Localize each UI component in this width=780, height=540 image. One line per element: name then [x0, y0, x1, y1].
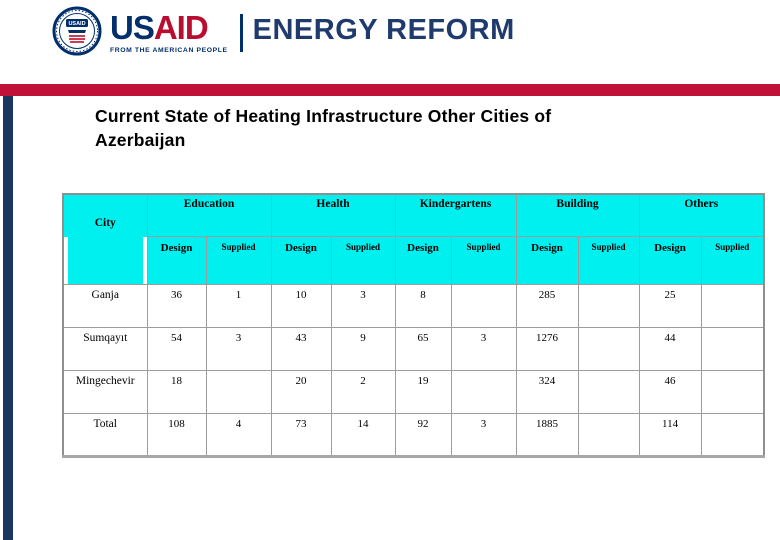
wordmark-us: US [110, 9, 155, 46]
table-row-total: Total 108 4 73 14 92 3 1885 114 [62, 412, 765, 457]
kindergartens-design-header: Design [394, 235, 452, 285]
header-band: USAID USAID FROM THE AMERICAN PEOPLE ENE… [0, 0, 780, 84]
value-cell: 65 [394, 326, 452, 371]
group-header-education: Education [146, 193, 272, 237]
health-supplied-header: Supplied [330, 235, 396, 285]
table-row-mingechevir: Mingechevir 18 20 2 19 324 46 [62, 369, 765, 414]
wordmark-aid: AID [153, 9, 209, 46]
value-cell: 1 [205, 283, 272, 328]
value-cell [700, 369, 765, 414]
usaid-wordmark: USAID [110, 9, 228, 46]
value-cell [205, 369, 272, 414]
value-cell: 3 [450, 326, 517, 371]
value-cell: 8 [394, 283, 452, 328]
group-header-kindergartens: Kindergartens [394, 193, 517, 237]
svg-text:USAID: USAID [68, 21, 85, 27]
city-cell: Mingechevir [62, 369, 148, 414]
value-cell: 73 [270, 412, 332, 457]
group-header-building: Building [515, 193, 640, 237]
value-cell [700, 412, 765, 457]
city-cell: Sumqayıt [62, 326, 148, 371]
page-title: Current State of Heating Infrastructure … [95, 104, 735, 152]
group-header-health: Health [270, 193, 396, 237]
value-cell: 108 [146, 412, 207, 457]
value-cell: 44 [638, 326, 702, 371]
city-cell: Ganja [62, 283, 148, 328]
value-cell [577, 326, 640, 371]
value-cell: 324 [515, 369, 579, 414]
others-design-header: Design [638, 235, 702, 285]
group-header-row: City Education Health Kindergartens Buil… [62, 193, 765, 285]
value-cell: 19 [394, 369, 452, 414]
value-cell: 3 [205, 326, 272, 371]
city-cell-sliver-right [142, 237, 146, 283]
value-cell [450, 369, 517, 414]
value-cell [700, 326, 765, 371]
education-design-header: Design [146, 235, 207, 285]
others-supplied-header: Supplied [700, 235, 765, 285]
value-cell: 9 [330, 326, 396, 371]
page-title-line1: Current State of Heating Infrastructure … [95, 106, 552, 126]
group-header-others: Others [638, 193, 765, 237]
value-cell: 4 [205, 412, 272, 457]
usaid-seal-icon: USAID [52, 6, 102, 56]
value-cell: 2 [330, 369, 396, 414]
building-design-header: Design [515, 235, 579, 285]
value-cell: 1276 [515, 326, 579, 371]
page-title-line2: Azerbaijan [95, 130, 186, 150]
logo-separator [239, 14, 243, 52]
value-cell: 46 [638, 369, 702, 414]
value-cell: 20 [270, 369, 332, 414]
usaid-tagline: FROM THE AMERICAN PEOPLE [110, 47, 228, 54]
value-cell: 25 [638, 283, 702, 328]
city-cell: Total [62, 412, 148, 457]
value-cell: 92 [394, 412, 452, 457]
value-cell: 1885 [515, 412, 579, 457]
table-row-ganja: Ganja 36 1 10 3 8 285 25 [62, 283, 765, 328]
city-header-label: City [94, 217, 116, 229]
heating-infrastructure-table: City Education Health Kindergartens Buil… [62, 193, 766, 458]
usaid-logo: USAID USAID FROM THE AMERICAN PEOPLE ENE… [52, 6, 515, 56]
health-design-header: Design [270, 235, 332, 285]
building-supplied-header: Supplied [577, 235, 640, 285]
value-cell [700, 283, 765, 328]
city-column-header: City [62, 193, 148, 285]
city-cell-sliver-left [64, 237, 68, 283]
value-cell: 10 [270, 283, 332, 328]
table-row-sumqayit: Sumqayıt 54 3 43 9 65 3 1276 44 [62, 326, 765, 371]
value-cell: 3 [450, 412, 517, 457]
value-cell: 43 [270, 326, 332, 371]
sub-header-row: Design Supplied Design Supplied Design S… [63, 235, 765, 285]
kindergartens-supplied-header: Supplied [450, 235, 517, 285]
value-cell: 285 [515, 283, 579, 328]
value-cell: 114 [638, 412, 702, 457]
red-divider-bar [0, 84, 780, 96]
value-cell: 3 [330, 283, 396, 328]
value-cell: 18 [146, 369, 207, 414]
left-navy-bar [3, 96, 13, 540]
value-cell [577, 283, 640, 328]
education-supplied-header: Supplied [205, 235, 272, 285]
value-cell: 36 [146, 283, 207, 328]
value-cell [450, 283, 517, 328]
value-cell: 54 [146, 326, 207, 371]
brand-title: ENERGY REFORM [252, 14, 515, 46]
value-cell [577, 369, 640, 414]
value-cell: 14 [330, 412, 396, 457]
value-cell [577, 412, 640, 457]
